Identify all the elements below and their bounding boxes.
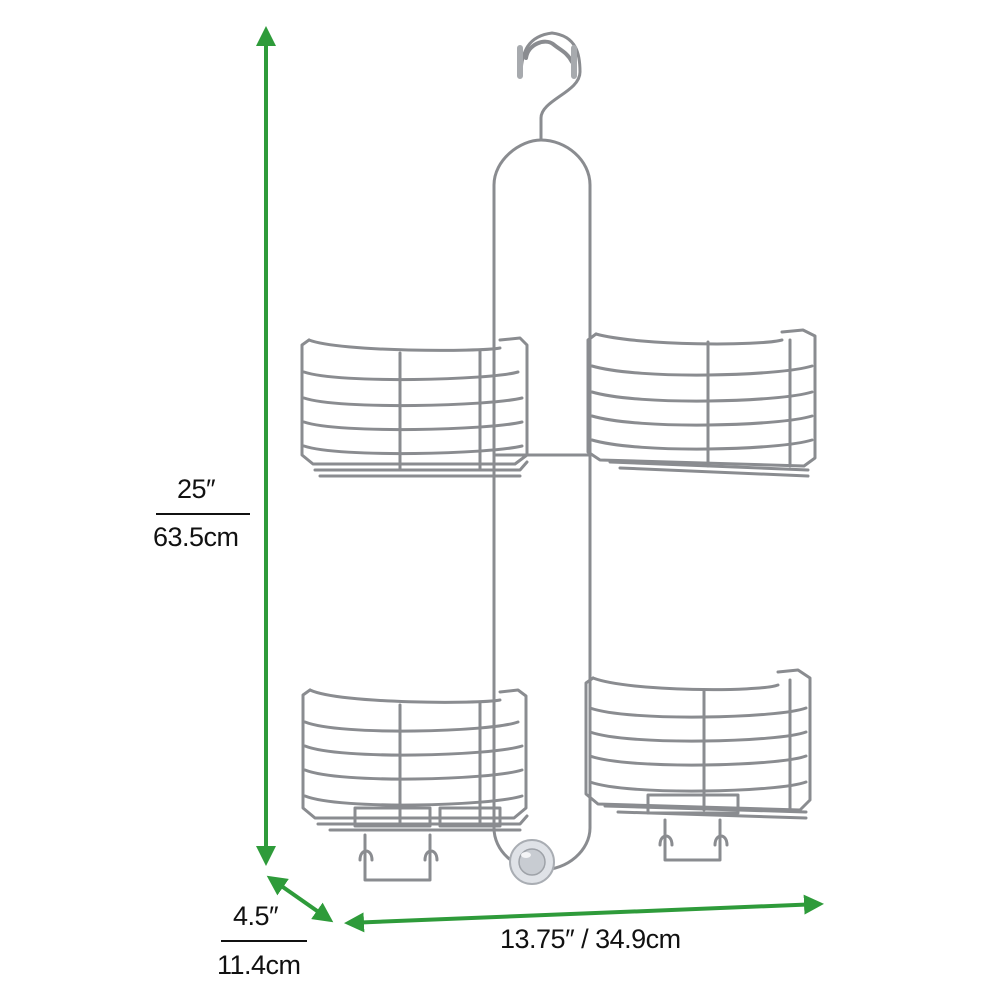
depth-metric-label: 11.4cm	[217, 950, 301, 980]
basket-upper-right	[586, 328, 817, 478]
height-fraction-line	[156, 513, 250, 515]
basket-upper-left	[300, 336, 529, 478]
depth-arrow	[266, 875, 334, 923]
width-label: 13.75″ / 34.9cm	[500, 924, 681, 954]
suction-cup	[509, 839, 555, 885]
width-arrow	[344, 894, 824, 933]
height-metric-label: 63.5cm	[153, 522, 239, 552]
depth-fraction-line	[221, 940, 307, 942]
central-frame	[492, 138, 592, 872]
hanger-hook	[517, 31, 582, 142]
depth-imperial-label: 4.5″	[233, 901, 279, 931]
height-imperial-label: 25″	[177, 474, 216, 504]
basket-lower-left	[301, 688, 529, 882]
basket-lower-right	[584, 668, 812, 862]
